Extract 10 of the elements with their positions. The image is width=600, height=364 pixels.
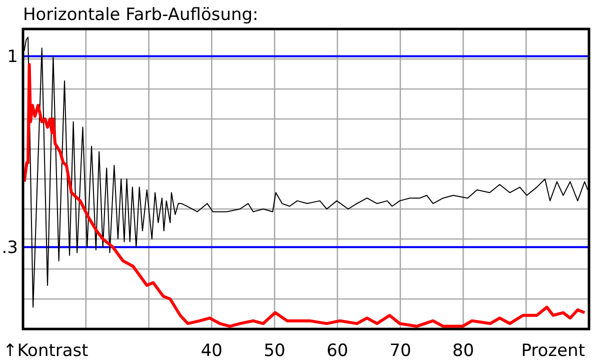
- x-tick-label: 50: [264, 341, 286, 361]
- x-tick-label: 60: [326, 341, 348, 361]
- ref-line-label: .3: [2, 238, 18, 258]
- x-axis-title: Prozent: [521, 341, 586, 361]
- y-axis-title: ↑Kontrast: [3, 341, 89, 361]
- ref-line-label: 1: [7, 47, 18, 68]
- x-tick-label: 80: [452, 341, 474, 361]
- chart-title: Horizontale Farb-Auflösung:: [23, 5, 258, 25]
- x-tick-label: 40: [200, 341, 222, 361]
- x-tick-label: 70: [390, 341, 412, 361]
